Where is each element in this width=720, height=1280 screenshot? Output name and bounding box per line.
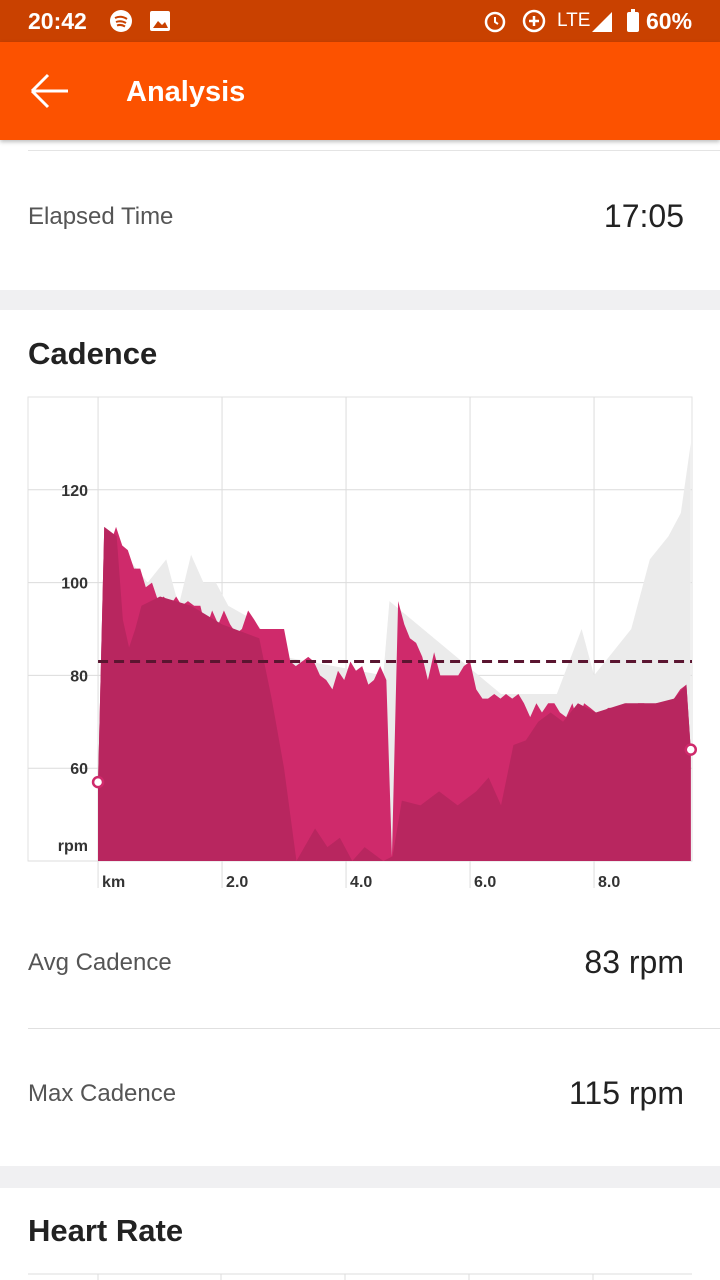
cadence-chart: rpm 60 80 100 120 km 2.0 4.0 6.0 8.0 — [27, 396, 698, 891]
notification-icons — [110, 10, 170, 32]
section-separator — [0, 290, 720, 310]
end-marker — [91, 775, 105, 789]
divider — [28, 150, 720, 151]
x-tick-label: 4.0 — [350, 874, 372, 891]
battery-level: 60% — [646, 8, 693, 34]
x-tick-label: km — [102, 874, 125, 891]
section-title: Heart Rate — [28, 1213, 184, 1248]
section-separator — [0, 1166, 720, 1188]
stat-value: 115 rpm — [568, 1075, 684, 1111]
stat-value: 83 rpm — [584, 944, 684, 980]
system-icons — [484, 9, 546, 33]
back-button[interactable] — [28, 72, 72, 110]
status-bar: 20:42 LTE 60% — [0, 0, 720, 42]
x-tick-label: 2.0 — [226, 874, 248, 891]
x-tick-label: 6.0 — [474, 874, 496, 891]
signal-battery — [592, 9, 639, 32]
end-marker — [684, 743, 698, 756]
clock: 20:42 — [28, 8, 87, 34]
stat-label: Max Cadence — [28, 1080, 177, 1107]
divider — [28, 1028, 720, 1029]
app-bar-title: Analysis — [126, 76, 246, 108]
section-title: Cadence — [28, 336, 158, 371]
y-tick-label: 100 — [61, 576, 88, 593]
x-tick-label: 8.0 — [598, 874, 620, 891]
y-tick-label: 120 — [61, 483, 88, 500]
row-label: Elapsed Time — [28, 203, 174, 230]
y-tick-label: rpm — [58, 838, 88, 855]
y-tick-label: 60 — [70, 761, 88, 778]
next-chart-top — [28, 1273, 692, 1280]
stat-label: Avg Cadence — [28, 949, 172, 976]
network-type: LTE — [557, 10, 591, 31]
y-tick-label: 80 — [70, 668, 88, 685]
cadence-area — [98, 526, 691, 861]
row-value: 17:05 — [603, 198, 684, 234]
app-bar: Analysis — [0, 42, 720, 140]
